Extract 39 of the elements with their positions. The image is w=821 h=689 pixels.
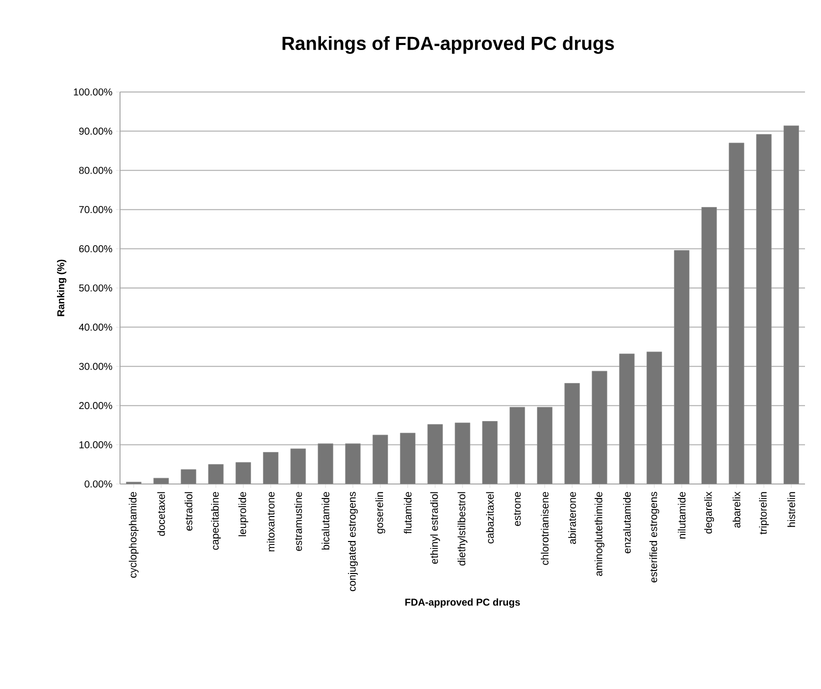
x-tick-label: bicalutamide [322, 492, 330, 550]
y-tick-label: 10.00% [79, 441, 112, 448]
x-tick-label: estramustine [294, 492, 302, 551]
y-axis-title: Ranking (%) [57, 260, 66, 316]
x-tick-label: cabazitaxel [486, 492, 494, 544]
y-tick-label: 100.00% [74, 88, 112, 96]
x-tick-label: estradiol [184, 492, 192, 531]
x-tick-label: estrone [514, 492, 521, 526]
x-tick-label: abarelix [732, 492, 740, 528]
x-tick-label: degarelix [704, 492, 714, 534]
x-tick-label: nilutamide [678, 492, 686, 538]
x-tick-label: enzalutamide [623, 492, 631, 554]
x-tick-label: diethylstilbestrol [458, 492, 468, 566]
x-tick-label: flutamide [404, 492, 412, 534]
y-tick-label: 40.00% [78, 324, 112, 331]
x-tick-label: chlorotrianisene [540, 492, 549, 565]
x-tick-label: capecitabine [211, 492, 221, 550]
y-tick-label: 60.00% [79, 245, 112, 252]
y-tick-label: 80.00% [79, 166, 112, 174]
x-tick-label: leuprolide [238, 492, 248, 536]
x-tick-label: mitoxantrone [266, 492, 275, 552]
x-tick-label: abiraterone [568, 492, 576, 544]
x-tick-label: esterified estrogens [649, 492, 660, 582]
x-tick-label: histrelin [787, 492, 796, 527]
x-tick-label: goserelin [375, 492, 386, 534]
x-tick-label: cyclophosphamide [128, 492, 139, 578]
x-tick-label: aminoglutethimide [594, 492, 604, 576]
y-tick-label: 50.00% [79, 284, 112, 292]
x-axis-title: FDA-approved PC drugs [405, 598, 520, 608]
x-tick-label: docetaxel [157, 492, 165, 536]
y-tick-label: 30.00% [79, 362, 112, 370]
y-tick-label: 0.00% [84, 480, 112, 488]
chart-title: Rankings of FDA-approved PC drugs [282, 36, 614, 54]
y-tick-label: 20.00% [79, 402, 112, 410]
x-tick-label: conjugated estrogens [348, 492, 358, 592]
y-tick-label: 70.00% [79, 206, 112, 214]
x-tick-label: ethinyl estradiol [430, 492, 440, 564]
x-tick-label: triptorelin [759, 492, 769, 534]
y-tick-label: 90.00% [79, 128, 112, 135]
